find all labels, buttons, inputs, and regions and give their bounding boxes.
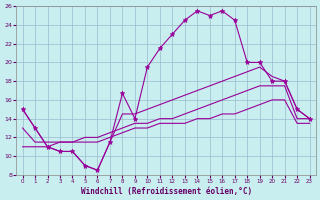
X-axis label: Windchill (Refroidissement éolien,°C): Windchill (Refroidissement éolien,°C) (81, 187, 252, 196)
